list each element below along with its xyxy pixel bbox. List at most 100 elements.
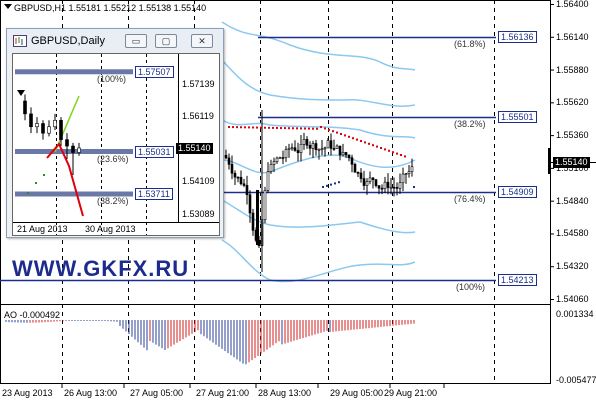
band-line-5	[221, 119, 416, 139]
daily-candle-8	[71, 142, 75, 176]
candle-25	[299, 134, 303, 162]
candle-20	[284, 146, 288, 163]
fib-percent-label: (100%)	[456, 282, 486, 292]
daily-chart-area[interactable]: 1.57139 1.56119 1.55140 1.54109 1.53089 (100…	[12, 53, 220, 236]
candle-54	[386, 173, 390, 195]
price-axis-label: 1.56400	[556, 0, 589, 9]
price-axis-label: 1.54580	[556, 228, 589, 239]
sar-dot	[320, 126, 322, 128]
daily-window-titlebar[interactable]: GBPUSD,Daily ▭ ▢ ✕	[7, 29, 223, 53]
fib-percent-label: (61.8%)	[454, 39, 486, 49]
candle-59	[401, 167, 405, 192]
candle-3	[233, 170, 237, 185]
sar-dot	[292, 127, 294, 130]
sar-dot	[240, 126, 242, 129]
candle-60	[404, 172, 408, 184]
candle-44	[356, 171, 360, 178]
daily-red-line	[46, 142, 84, 217]
watermark-text: WWW.GKFX.RU	[12, 256, 190, 281]
candle-58	[398, 173, 402, 194]
candle-23	[293, 140, 297, 152]
daily-fib-price-label: 1.57507	[135, 65, 174, 78]
daily-dot-2	[43, 174, 45, 176]
candle-7	[245, 175, 249, 205]
ao-axis-top: 0.001334	[556, 309, 594, 319]
close-button[interactable]: ✕	[191, 34, 213, 48]
sar-dot-low	[334, 182, 336, 185]
sar-dot	[380, 147, 382, 149]
candle-43	[353, 162, 357, 173]
sar-dot	[228, 126, 230, 128]
daily-candle-9	[77, 142, 81, 156]
candle-33	[323, 146, 327, 157]
time-axis-label: 27 Aug 21:00	[196, 388, 250, 398]
sar-dot	[328, 128, 330, 131]
sar-dot	[264, 126, 266, 129]
candle-13	[263, 186, 267, 224]
daily-chart-svg[interactable]	[13, 54, 219, 235]
sar-dot	[236, 126, 238, 129]
daily-time-label: 30 Aug 2013	[85, 224, 136, 234]
candle-51	[377, 185, 381, 195]
fib-price-label: 1.54909	[498, 186, 537, 198]
sar-dot	[268, 126, 270, 129]
sar-dot	[376, 145, 378, 148]
price-axis-label: 1.56140	[556, 31, 589, 42]
spike-body	[256, 190, 259, 245]
fib-price-label: 1.55501	[498, 111, 537, 123]
candle-14	[266, 162, 270, 193]
sar-dot	[400, 154, 402, 156]
candle-29	[311, 140, 315, 158]
candle-62	[410, 158, 414, 177]
candle-55	[389, 178, 393, 195]
candle-27	[305, 136, 309, 149]
sar-dot	[340, 133, 342, 135]
daily-price-axis-label: 1.56119	[182, 111, 214, 122]
price-axis-label: 1.54840	[556, 195, 589, 206]
sar-dot-low	[322, 186, 324, 188]
maximize-button[interactable]: ▢	[155, 34, 177, 48]
sar-dot	[296, 127, 298, 130]
daily-fib-percent-label: (100%)	[97, 73, 127, 84]
candle-9	[251, 208, 255, 236]
time-axis-label: 23 Aug 2013	[2, 388, 53, 398]
sar-dot	[288, 127, 290, 130]
candle-26	[302, 132, 306, 150]
candle-8	[248, 190, 252, 223]
candle-57	[395, 182, 399, 196]
candle-16	[272, 157, 276, 173]
sar-dot	[284, 127, 286, 130]
sar-dot	[324, 127, 326, 130]
price-axis-label: 1.55620	[556, 97, 589, 108]
chart-menu-arrow-icon[interactable]	[4, 4, 12, 9]
sar-dot	[388, 149, 390, 152]
daily-time-label: 21 Aug 2013	[17, 224, 68, 234]
price-axis-label: 1.54320	[556, 261, 589, 272]
sar-dot	[332, 130, 334, 133]
sar-dot	[352, 137, 354, 140]
sar-dot	[316, 127, 318, 130]
fib-percent-label: (76.4%)	[454, 194, 486, 204]
candle-0	[224, 149, 228, 160]
time-axis-label: 29 Aug 21:00	[384, 388, 438, 398]
candle-52	[380, 184, 384, 195]
candle-17	[275, 156, 279, 164]
daily-window-title: GBPUSD,Daily	[31, 35, 105, 47]
daily-candle-4	[47, 120, 51, 137]
daily-candle-7	[65, 133, 69, 159]
daily-fib-percent-label: (23.6%)	[97, 153, 129, 164]
daily-fib-price-label: 1.53711	[135, 188, 173, 200]
band-line-3	[221, 239, 416, 283]
time-axis-label: 29 Aug 05:00	[330, 388, 384, 398]
sar-dot	[336, 131, 338, 134]
daily-fib-percent-label: (38.2%)	[97, 196, 129, 206]
minimize-button[interactable]: ▭	[125, 34, 147, 48]
sar-dot	[344, 134, 346, 137]
ao-indicator-label: AO -0.000492	[4, 310, 61, 320]
time-axis-label: 28 Aug 13:00	[258, 388, 312, 398]
candle-38	[338, 145, 342, 161]
ao-axis-bottom: -0.005477	[556, 375, 596, 385]
sar-dot	[356, 138, 358, 141]
daily-chart-window[interactable]: GBPUSD,Daily ▭ ▢ ✕ 1.57139 1.56119 1.55140…	[6, 28, 224, 238]
